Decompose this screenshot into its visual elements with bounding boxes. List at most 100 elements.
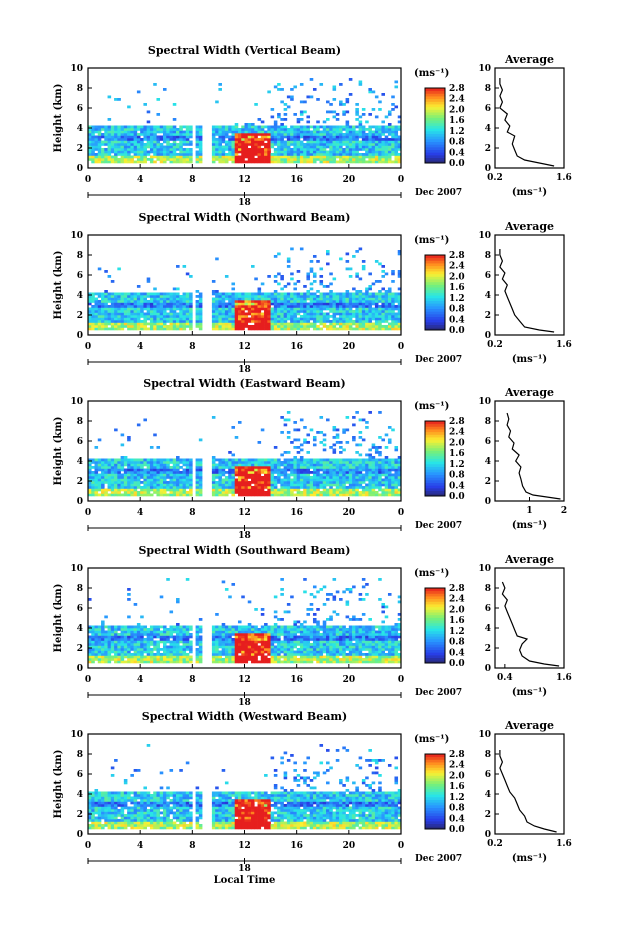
colorbar-segment xyxy=(425,479,445,484)
heatmap-cell xyxy=(224,463,229,467)
heatmap-cell xyxy=(296,295,301,298)
heatmap-cell xyxy=(290,88,294,91)
heatmap-cell xyxy=(133,150,138,154)
heatmap-cell xyxy=(293,456,297,459)
heatmap-cell xyxy=(88,153,92,156)
heatmap-cell xyxy=(371,315,376,318)
heatmap-cell xyxy=(391,128,395,131)
colorbar-segment xyxy=(425,477,445,481)
heatmap-cell xyxy=(153,625,157,629)
heatmap-cell xyxy=(234,466,239,469)
heatmap-cell xyxy=(381,150,385,154)
heatmap-cell xyxy=(104,307,108,311)
heatmap-cell xyxy=(189,315,193,318)
heatmap-cell xyxy=(169,138,174,141)
heatmap-cell xyxy=(312,155,317,159)
heatmap-cell xyxy=(162,305,167,308)
heatmap-cell xyxy=(189,143,193,146)
heatmap-cell xyxy=(195,483,200,487)
heatmap-cell xyxy=(110,315,115,318)
heatmap-cell xyxy=(123,491,128,494)
heatmap-cell xyxy=(371,155,376,159)
heatmap-cell xyxy=(88,292,92,296)
heatmap-cell xyxy=(355,148,359,151)
date-tick-label: 18 xyxy=(238,198,251,208)
heatmap-cell xyxy=(368,453,372,457)
heatmap-cell xyxy=(97,267,102,271)
heatmap-cell xyxy=(368,150,372,154)
heatmap-cell xyxy=(358,115,363,119)
heatmap-cell xyxy=(117,643,121,646)
heatmap-cell xyxy=(211,130,216,134)
heatmap-cell xyxy=(257,312,262,316)
heatmap-cell xyxy=(94,305,99,308)
heatmap-cell xyxy=(365,302,369,306)
heatmap-cell xyxy=(117,135,121,139)
colorbar-segment xyxy=(425,482,445,486)
heatmap-cell xyxy=(127,158,131,161)
heatmap-cell xyxy=(107,625,112,629)
heatmap-cell xyxy=(221,486,226,489)
heatmap-cell xyxy=(156,310,161,313)
heatmap-cell xyxy=(329,103,333,106)
heatmap-cell xyxy=(277,272,281,276)
heatmap-cell xyxy=(358,123,363,126)
heatmap-cell xyxy=(153,655,157,659)
heatmap-cell xyxy=(303,307,307,311)
heatmap-cell xyxy=(110,148,115,151)
heatmap-cell xyxy=(394,322,399,326)
heatmap-cell xyxy=(355,275,359,278)
heatmap-cell xyxy=(378,292,382,296)
heatmap-cell xyxy=(224,130,229,134)
heatmap-cell xyxy=(107,655,112,659)
heatmap-cell xyxy=(384,155,389,159)
heatmap-cell xyxy=(143,481,147,484)
heatmap-cell xyxy=(146,483,151,487)
panel-2: Spectral Width (Northward Beam)0246810He… xyxy=(53,211,572,375)
heatmap-cell xyxy=(198,305,203,308)
heatmap-cell xyxy=(312,466,317,469)
heatmap-cell xyxy=(241,125,245,129)
heatmap-cell xyxy=(143,158,147,161)
heatmap-cell xyxy=(215,158,219,161)
heatmap-cell xyxy=(368,463,372,467)
heatmap-cell xyxy=(88,640,92,644)
heatmap-cell xyxy=(215,458,219,462)
heatmap-cell xyxy=(361,473,366,477)
heatmap-cell xyxy=(339,138,343,141)
heatmap-cell xyxy=(185,140,190,144)
heatmap-cell xyxy=(133,307,138,311)
heatmap-cell xyxy=(110,476,115,479)
heatmap-cell xyxy=(391,315,395,318)
heatmap-cell xyxy=(140,486,144,489)
heatmap-cell xyxy=(114,476,118,479)
heatmap-cell xyxy=(332,153,337,156)
heatmap-cell xyxy=(231,138,236,141)
heatmap-cell xyxy=(348,461,353,464)
colorbar-segment xyxy=(425,263,445,267)
colorbar-unit: (ms⁻¹) xyxy=(414,235,449,246)
heatmap-cell xyxy=(296,481,301,484)
heatmap-cell xyxy=(91,481,95,484)
heatmap-cell xyxy=(251,143,255,146)
heatmap-cell xyxy=(149,630,154,634)
average-y-tick-label: 0 xyxy=(485,497,491,507)
heatmap-cell xyxy=(312,476,317,479)
heatmap-cell xyxy=(136,623,141,626)
heatmap-cell xyxy=(97,302,102,306)
heatmap-cell xyxy=(136,643,141,646)
heatmap-cell xyxy=(348,458,353,462)
heatmap-cell xyxy=(120,481,125,484)
average-y-tick-label: 10 xyxy=(478,64,491,74)
heatmap-cell xyxy=(97,438,102,442)
heatmap-cell xyxy=(169,468,174,472)
heatmap-cell xyxy=(254,140,258,144)
heatmap-cell xyxy=(153,155,157,159)
heatmap-cell xyxy=(358,483,363,487)
heatmap-cell xyxy=(130,643,134,646)
heatmap-cell xyxy=(88,458,92,462)
heatmap-cell xyxy=(234,150,239,154)
heatmap-cell xyxy=(130,307,134,311)
heatmap-cell xyxy=(146,140,151,144)
heatmap-cell xyxy=(329,325,333,328)
